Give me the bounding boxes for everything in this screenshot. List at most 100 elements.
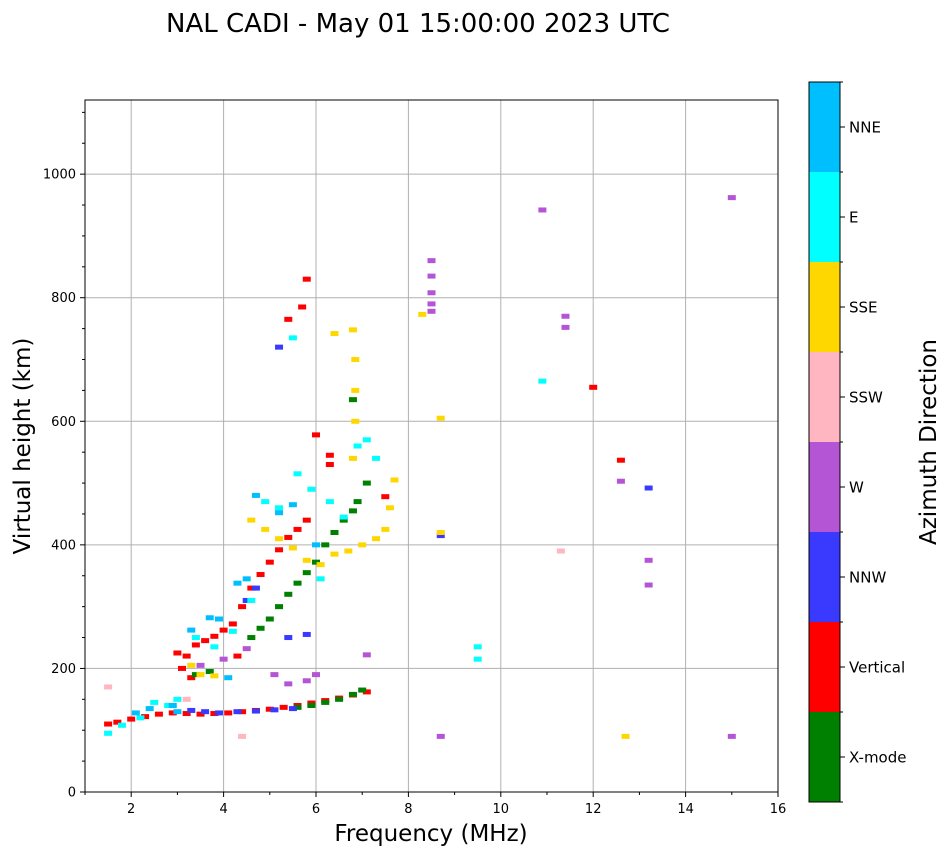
data-point: [348, 455, 357, 461]
data-point: [214, 616, 223, 622]
data-point: [348, 508, 357, 514]
data-point: [247, 635, 256, 641]
data-point: [348, 327, 357, 333]
data-point: [556, 548, 565, 554]
x-tick-label: 6: [312, 802, 320, 817]
data-point: [473, 656, 482, 662]
colorbar-segment: [809, 352, 840, 442]
data-point: [210, 644, 219, 650]
data-point: [330, 331, 339, 337]
data-point: [150, 699, 159, 705]
data-point: [307, 486, 316, 492]
data-point: [187, 662, 196, 668]
data-point: [214, 710, 223, 716]
data-point: [353, 443, 362, 449]
data-point: [238, 733, 247, 739]
data-point: [256, 625, 265, 631]
data-point: [284, 316, 293, 322]
data-point: [351, 387, 360, 393]
colorbar-segment: [809, 172, 840, 262]
data-point: [348, 691, 357, 697]
data-point: [561, 313, 570, 319]
colorbar-tick-label: SSE: [849, 299, 878, 317]
x-tick-label: 8: [404, 802, 412, 817]
data-point: [644, 485, 653, 491]
data-point: [427, 290, 436, 296]
data-point: [279, 704, 288, 710]
colorbar-segment: [809, 712, 840, 802]
colorbar-tick-label: NNW: [849, 569, 886, 587]
chart-title: NAL CADI - May 01 15:00:00 2023 UTC: [166, 9, 670, 39]
data-point: [348, 397, 357, 403]
data-point: [275, 536, 284, 542]
data-point: [427, 308, 436, 314]
data-point: [390, 477, 399, 483]
x-tick-label: 10: [493, 802, 510, 817]
data-point: [325, 462, 334, 468]
data-point: [196, 672, 205, 678]
data-point: [275, 604, 284, 610]
data-point: [538, 207, 547, 213]
plot-frame: [84, 99, 779, 793]
data-point: [330, 530, 339, 535]
data-point: [616, 457, 625, 463]
data-point: [275, 505, 284, 511]
x-axis-label: Frequency (MHz): [334, 821, 527, 847]
data-point: [312, 432, 320, 438]
data-point: [173, 650, 182, 656]
data-point: [427, 273, 436, 279]
data-points: [104, 195, 736, 739]
colorbar-label: Azimuth Direction: [916, 339, 942, 545]
data-point: [247, 517, 256, 523]
y-axis-label: Virtual height (km): [10, 338, 36, 555]
data-point: [561, 324, 570, 330]
data-point: [238, 604, 247, 610]
x-tick-label: 4: [219, 802, 227, 817]
data-point: [164, 703, 173, 708]
data-point: [127, 716, 136, 722]
data-point: [136, 715, 145, 721]
data-point: [224, 675, 233, 681]
data-point: [351, 357, 360, 362]
data-point: [372, 536, 381, 542]
data-point: [261, 526, 270, 532]
data-point: [538, 378, 547, 384]
data-point: [284, 681, 293, 687]
data-point: [427, 258, 436, 264]
data-point: [316, 562, 325, 568]
data-point: [228, 628, 237, 634]
data-point: [182, 711, 191, 717]
data-point: [191, 672, 200, 678]
data-point: [117, 722, 126, 728]
data-point: [325, 452, 334, 458]
data-point: [727, 733, 736, 739]
data-point: [154, 711, 163, 717]
data-point: [288, 706, 297, 712]
grid: [85, 100, 778, 792]
colorbar-segment: [809, 532, 840, 622]
data-point: [219, 627, 228, 633]
data-point: [233, 580, 242, 586]
data-point: [288, 502, 297, 508]
data-point: [358, 687, 367, 693]
data-point: [436, 530, 445, 535]
data-point: [621, 733, 630, 739]
data-point: [288, 335, 297, 341]
data-point: [353, 499, 362, 505]
data-point: [302, 276, 311, 282]
data-point: [358, 542, 367, 548]
y-tick-label: 0: [68, 786, 76, 801]
data-point: [284, 591, 293, 597]
data-point: [616, 478, 625, 484]
data-point: [251, 585, 260, 591]
data-point: [436, 733, 445, 739]
data-point: [312, 542, 320, 548]
colorbar-tick-label: X-mode: [849, 749, 906, 767]
data-point: [362, 437, 371, 443]
data-point: [302, 517, 311, 523]
data-point: [427, 301, 436, 307]
data-point: [362, 689, 371, 695]
data-point: [275, 510, 284, 516]
colorbar-tick-label: E: [849, 209, 858, 227]
